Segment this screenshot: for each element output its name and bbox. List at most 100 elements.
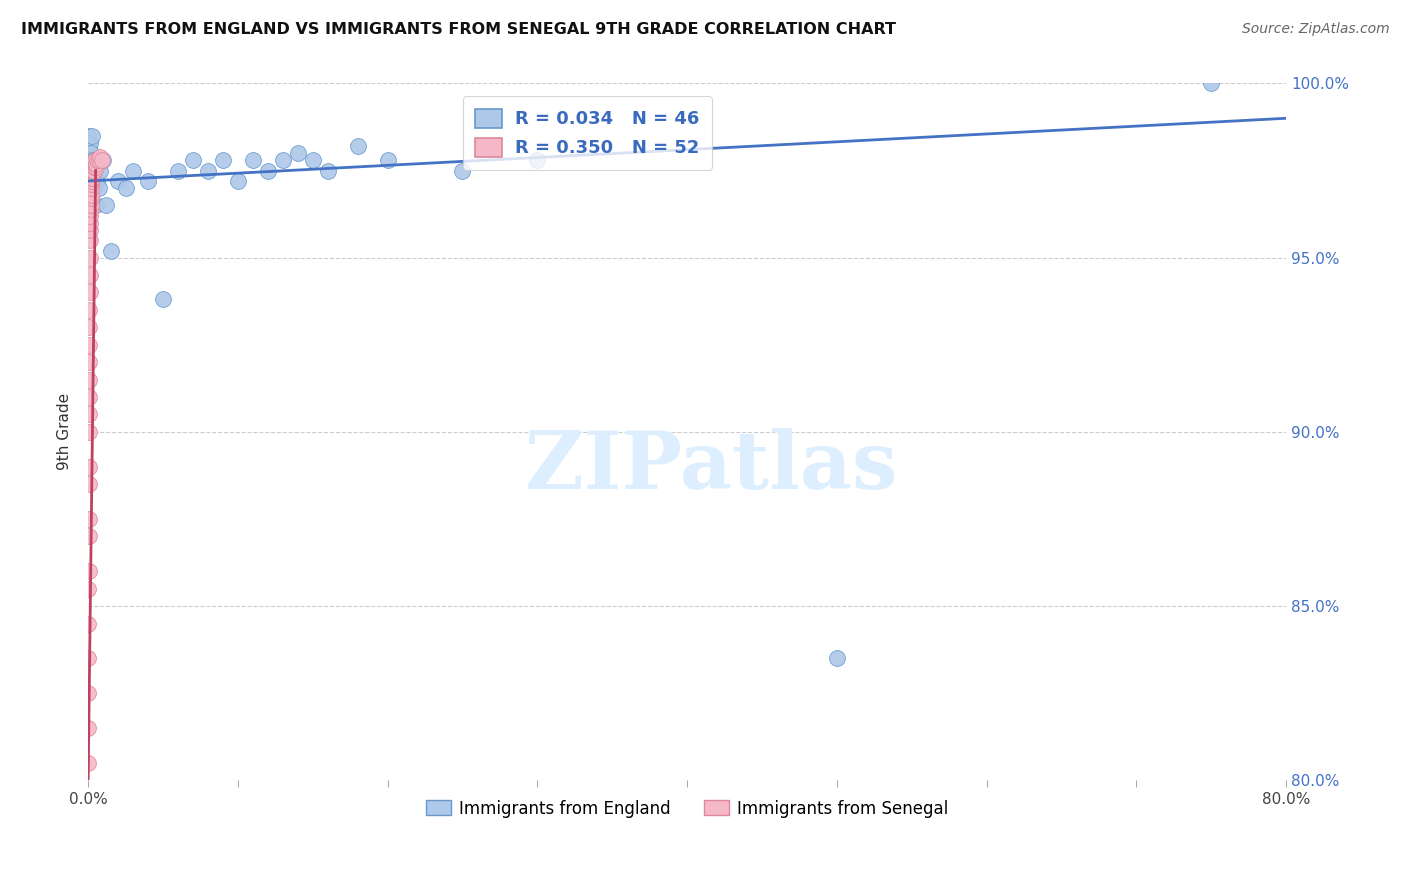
Point: [80, 163, 103, 178]
Point: [77, 425, 100, 439]
Point: [79, 223, 101, 237]
Point: [825, 651, 848, 665]
Point: [77, 651, 100, 665]
Legend: Immigrants from England, Immigrants from Senegal: Immigrants from England, Immigrants from…: [419, 793, 955, 824]
Point: [79, 320, 101, 334]
Point: [1199, 77, 1222, 91]
Point: [79, 146, 101, 161]
Point: [77, 686, 100, 700]
Point: [79, 163, 101, 178]
Point: [79, 338, 101, 352]
Y-axis label: 9th Grade: 9th Grade: [58, 393, 72, 470]
Point: [77, 373, 100, 387]
Point: [526, 153, 548, 167]
Point: [83, 153, 105, 167]
Point: [77, 128, 100, 143]
Point: [79, 302, 101, 317]
Point: [167, 163, 190, 178]
Point: [79, 216, 101, 230]
Point: [79, 285, 101, 300]
Point: [77, 616, 100, 631]
Point: [77, 408, 100, 422]
Point: [346, 139, 368, 153]
Point: [80, 181, 103, 195]
Point: [83, 163, 105, 178]
Point: [89, 163, 111, 178]
Point: [212, 153, 235, 167]
Point: [107, 174, 129, 188]
Point: [80, 153, 103, 167]
Point: [90, 153, 112, 167]
Point: [77, 721, 100, 735]
Point: [451, 163, 474, 178]
Text: ZIPatlas: ZIPatlas: [524, 427, 897, 506]
Point: [82, 163, 104, 178]
Point: [122, 163, 145, 178]
Point: [77, 564, 100, 578]
Point: [79, 355, 101, 369]
Point: [80, 174, 103, 188]
Point: [86, 156, 108, 170]
Point: [77, 139, 100, 153]
Point: [79, 202, 101, 216]
Point: [91, 153, 114, 167]
Point: [226, 174, 249, 188]
Point: [79, 233, 101, 247]
Text: IMMIGRANTS FROM ENGLAND VS IMMIGRANTS FROM SENEGAL 9TH GRADE CORRELATION CHART: IMMIGRANTS FROM ENGLAND VS IMMIGRANTS FR…: [21, 22, 896, 37]
Point: [114, 181, 136, 195]
Point: [86, 153, 108, 167]
Point: [94, 198, 117, 212]
Point: [87, 153, 110, 167]
Point: [80, 174, 103, 188]
Point: [79, 268, 101, 282]
Point: [77, 582, 100, 596]
Point: [80, 163, 103, 178]
Point: [77, 153, 100, 167]
Point: [84, 160, 107, 174]
Point: [80, 198, 103, 212]
Point: [80, 146, 103, 161]
Point: [301, 153, 323, 167]
Point: [80, 167, 103, 181]
Point: [83, 153, 105, 167]
Point: [79, 181, 101, 195]
Point: [82, 156, 104, 170]
Point: [87, 181, 110, 195]
Point: [79, 136, 101, 150]
Point: [83, 156, 105, 170]
Point: [86, 174, 108, 188]
Point: [242, 153, 264, 167]
Point: [77, 390, 100, 404]
Point: [100, 244, 122, 258]
Point: [316, 163, 339, 178]
Point: [77, 459, 100, 474]
Point: [77, 477, 100, 491]
Text: Source: ZipAtlas.com: Source: ZipAtlas.com: [1241, 22, 1389, 37]
Point: [80, 188, 103, 202]
Point: [80, 191, 103, 205]
Point: [82, 181, 104, 195]
Point: [79, 209, 101, 223]
Point: [377, 153, 399, 167]
Point: [287, 146, 309, 161]
Point: [197, 163, 219, 178]
Point: [80, 170, 103, 185]
Point: [80, 170, 103, 185]
Point: [136, 174, 159, 188]
Point: [77, 756, 100, 770]
Point: [77, 512, 100, 526]
Point: [83, 160, 105, 174]
Point: [82, 160, 104, 174]
Point: [83, 163, 105, 178]
Point: [271, 153, 294, 167]
Point: [181, 153, 204, 167]
Point: [79, 153, 101, 167]
Point: [82, 160, 104, 174]
Point: [77, 529, 100, 543]
Point: [89, 150, 111, 164]
Point: [82, 163, 104, 178]
Point: [80, 178, 103, 192]
Point: [79, 251, 101, 265]
Point: [84, 198, 107, 212]
Point: [82, 128, 104, 143]
